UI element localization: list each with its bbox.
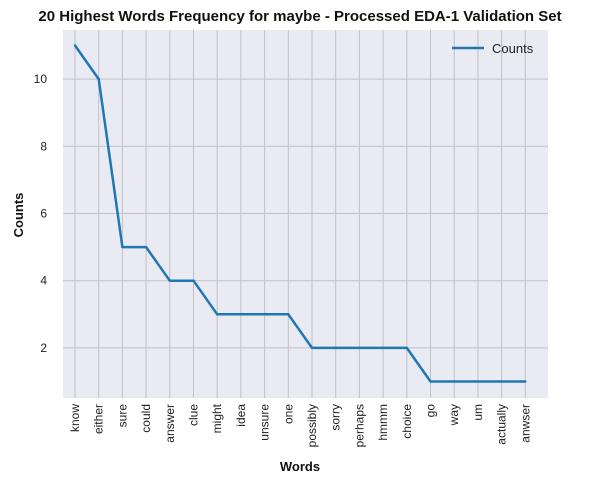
x-tick-label: hmmm (376, 404, 390, 441)
x-tick-label: unsure (258, 404, 272, 441)
x-tick-label: either (92, 404, 106, 434)
data-point (310, 346, 314, 350)
data-point (524, 380, 527, 383)
x-tick-label: possibly (305, 404, 319, 447)
data-point (263, 313, 266, 316)
x-tick-label: clue (187, 404, 201, 426)
x-tick-label: answer (163, 404, 177, 443)
x-tick-label: um (471, 404, 485, 421)
grid-lines (63, 30, 548, 398)
y-tick-labels: 2 4 6 8 10 (34, 72, 48, 355)
y-tick-label: 8 (40, 139, 47, 153)
x-tick-label: might (210, 403, 224, 433)
data-point (121, 245, 124, 249)
x-tick-label: sure (115, 404, 129, 428)
data-point (405, 346, 408, 350)
series-group (73, 44, 527, 383)
data-point (334, 346, 337, 350)
data-point (216, 313, 219, 316)
x-tick-labels: know either sure could answer clue might idea un… (68, 403, 532, 447)
x-tick-label: choice (400, 404, 414, 439)
x-tick-label: idea (234, 404, 248, 427)
y-tick-label: 4 (40, 274, 47, 288)
y-tick-label: 10 (34, 72, 48, 86)
x-axis-label: Words (280, 459, 320, 474)
x-tick-label: know (68, 404, 82, 432)
x-tick-label: go (424, 404, 438, 418)
data-point (168, 279, 171, 282)
y-axis-label: Counts (11, 193, 26, 238)
data-point (381, 346, 385, 350)
data-point (429, 380, 432, 383)
data-point (144, 245, 148, 249)
series-line-counts (73, 44, 526, 383)
legend-label: Counts (492, 41, 534, 56)
y-tick-label: 6 (40, 207, 47, 221)
data-point (500, 380, 503, 383)
x-tick-label: perhaps (352, 404, 366, 447)
data-point (239, 313, 243, 316)
data-point (73, 44, 77, 47)
data-point (192, 279, 195, 282)
data-point (287, 313, 290, 316)
data-point (453, 380, 456, 383)
chart-title: 20 Highest Words Frequency for maybe - P… (38, 8, 562, 25)
data-point (476, 380, 480, 383)
data-point (358, 346, 361, 350)
data-point (97, 77, 100, 81)
x-tick-label: sorry (329, 404, 343, 431)
legend: Counts (452, 41, 534, 56)
x-tick-label: one (281, 404, 295, 424)
x-tick-label: anwser (518, 404, 532, 443)
x-tick-label: way (447, 404, 461, 426)
x-tick-label: actually (495, 404, 509, 445)
x-tick-label: could (139, 404, 153, 433)
y-tick-label: 2 (40, 341, 47, 355)
